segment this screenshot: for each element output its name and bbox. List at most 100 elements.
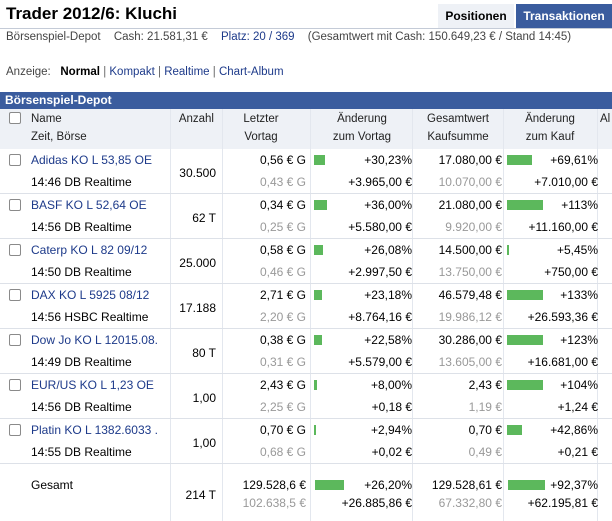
row-checkbox[interactable]	[9, 154, 21, 166]
instrument-time: 14:55 DB Realtime	[31, 445, 132, 459]
instrument-buy: 9.920,00 €	[445, 220, 502, 234]
column-divider	[170, 109, 171, 521]
col-zum-vortag[interactable]: zum Vortag	[332, 131, 392, 143]
row-checkbox[interactable]	[9, 379, 21, 391]
change-kauf-abs: +750,00 €	[544, 265, 598, 279]
column-divider	[310, 109, 311, 521]
instrument-link[interactable]: EUR/US KO L 1,23 OE	[31, 378, 154, 392]
col-zum-kauf[interactable]: zum Kauf	[525, 131, 575, 143]
change-kauf-pct: +133%	[560, 288, 598, 302]
change-kauf-abs: +16.681,00 €	[527, 355, 598, 369]
table-row: EUR/US KO L 1,23 OE 14:56 DB Realtime 1,00…	[0, 374, 612, 419]
instrument-buy: 13.605,00 €	[438, 355, 502, 369]
row-checkbox[interactable]	[9, 244, 21, 256]
instrument-time: 14:56 DB Realtime	[31, 220, 132, 234]
column-divider	[222, 109, 223, 521]
change-kauf-bar	[507, 155, 532, 165]
col-name[interactable]: Name	[31, 113, 62, 125]
row-checkbox[interactable]	[9, 289, 21, 301]
instrument-qty: 17.188	[179, 301, 216, 315]
col-aenderung-kauf[interactable]: Änderung	[525, 113, 575, 125]
change-kauf-bar	[507, 290, 543, 300]
change-kauf-pct: +123%	[560, 333, 598, 347]
change-vortag-pct: +30,23%	[364, 153, 412, 167]
change-kauf-bar	[507, 245, 509, 255]
view-kompakt-link[interactable]: Kompakt	[109, 66, 155, 78]
instrument-prev: 0,25 € G	[259, 220, 306, 234]
instrument-prev: 0,31 € G	[259, 355, 306, 369]
table-header: Name Zeit, Börse Anzahl Letzter Vortag Ä…	[0, 109, 612, 149]
row-checkbox[interactable]	[9, 334, 21, 346]
depot-cash: Cash: 21.581,31 €	[113, 31, 208, 43]
instrument-buy: 13.750,00 €	[438, 265, 502, 279]
instrument-link[interactable]: Adidas KO L 53,85 OE	[31, 153, 152, 167]
change-vortag-bar	[314, 335, 322, 345]
col-aenderung[interactable]: Änderung	[337, 113, 387, 125]
change-kauf-bar	[507, 425, 522, 435]
instrument-link[interactable]: Caterp KO L 82 09/12	[31, 243, 148, 257]
instrument-total: 30.286,00 €	[438, 333, 502, 347]
change-vortag-abs: +0,02 €	[371, 445, 412, 459]
col-zeit[interactable]: Zeit, Börse	[31, 131, 87, 143]
depot-rank[interactable]: Platz: 20 / 369	[221, 31, 295, 43]
table-row: Adidas KO L 53,85 OE 14:46 DB Realtime 30.…	[0, 149, 612, 194]
select-all-checkbox[interactable]	[9, 112, 21, 124]
change-kauf-abs: +7.010,00 €	[534, 175, 598, 189]
change-vortag-pct: +23,18%	[364, 288, 412, 302]
instrument-last: 2,71 € G	[259, 288, 306, 302]
total-change-pct: +26,20%	[364, 478, 412, 492]
total-qty: 214 T	[185, 488, 216, 502]
view-separator: |	[212, 66, 216, 78]
depot-name: Börsenspiel-Depot	[6, 31, 101, 43]
change-vortag-pct: +2,94%	[370, 423, 412, 437]
total-change-abs: +26.885,86 €	[341, 496, 412, 510]
instrument-prev: 0,46 € G	[259, 265, 306, 279]
col-anzahl[interactable]: Anzahl	[178, 113, 214, 125]
row-checkbox[interactable]	[9, 199, 21, 211]
col-kaufsumme[interactable]: Kaufsumme	[427, 131, 489, 143]
change-kauf-pct: +5,45%	[556, 243, 598, 257]
instrument-total: 17.080,00 €	[438, 153, 502, 167]
tab-positionen[interactable]: Positionen	[438, 4, 514, 28]
instrument-link[interactable]: BASF KO L 52,64 OE	[31, 198, 147, 212]
total-buy-change-abs: +62.195,81 €	[527, 496, 598, 510]
col-letzter[interactable]: Letzter	[243, 113, 279, 125]
instrument-last: 0,34 € G	[259, 198, 306, 212]
view-realtime-link[interactable]: Realtime	[164, 66, 210, 78]
change-vortag-bar	[314, 245, 323, 255]
instrument-last: 0,56 € G	[259, 153, 306, 167]
change-vortag-bar	[314, 290, 322, 300]
change-vortag-bar	[314, 380, 317, 390]
instrument-link[interactable]: Platin KO L 1382.6033 .	[31, 423, 158, 437]
change-vortag-abs: +5.579,00 €	[348, 355, 412, 369]
instrument-link[interactable]: Dow Jo KO L 12015.08.	[31, 333, 158, 347]
view-chart-album-link[interactable]: Chart-Album	[218, 66, 284, 78]
instrument-total: 2,43 €	[468, 378, 502, 392]
col-gesamtwert[interactable]: Gesamtwert	[427, 113, 489, 125]
instrument-prev: 0,68 € G	[259, 445, 306, 459]
column-divider	[597, 109, 598, 521]
change-vortag-abs: +0,18 €	[371, 400, 412, 414]
view-label: Anzeige:	[6, 66, 51, 78]
instrument-last: 0,38 € G	[259, 333, 306, 347]
total-prev: 102.638,5 €	[242, 496, 306, 510]
total-buy-change-bar	[508, 480, 545, 490]
change-vortag-pct: +8,00%	[370, 378, 412, 392]
col-extra[interactable]: Al	[600, 113, 611, 125]
total-last: 129.528,6 €	[242, 478, 306, 492]
instrument-qty: 1,00	[192, 391, 216, 405]
change-vortag-abs: +3.965,00 €	[348, 175, 412, 189]
instrument-link[interactable]: DAX KO L 5925 08/12	[31, 288, 150, 302]
instrument-prev: 0,43 € G	[259, 175, 306, 189]
instrument-qty: 30.500	[179, 166, 216, 180]
tab-transaktionen[interactable]: Transaktionen	[516, 4, 612, 28]
table-row: Caterp KO L 82 09/12 14:50 DB Realtime 25.…	[0, 239, 612, 284]
instrument-last: 2,43 € G	[259, 378, 306, 392]
view-separator: |	[103, 66, 107, 78]
col-vortag[interactable]: Vortag	[244, 131, 278, 143]
view-switcher: Anzeige: Normal | Kompakt | Realtime | C…	[6, 66, 284, 78]
change-vortag-bar	[314, 155, 325, 165]
change-vortag-bar	[314, 425, 316, 435]
total-buy: 67.332,80 €	[438, 496, 502, 510]
row-checkbox[interactable]	[9, 424, 21, 436]
